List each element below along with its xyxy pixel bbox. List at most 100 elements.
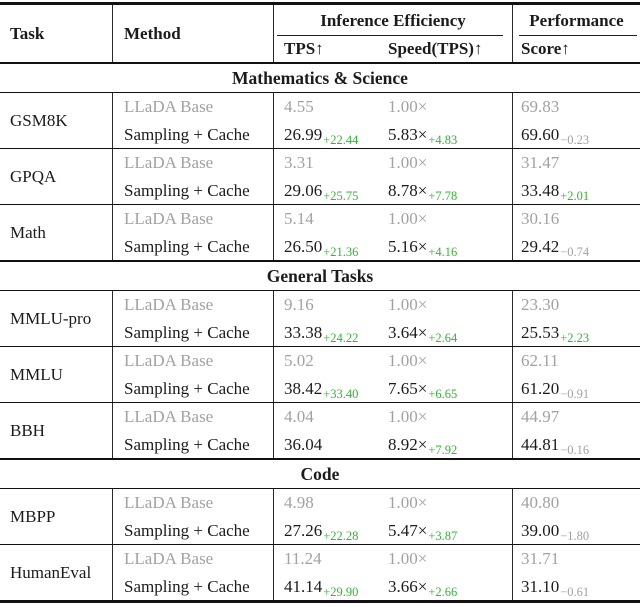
method-base-label: LLaDA Base bbox=[124, 209, 214, 228]
tps-delta: +29.90 bbox=[323, 584, 359, 599]
col-header-task: Task bbox=[10, 23, 45, 43]
score-cache-value: 44.81 bbox=[521, 434, 560, 454]
tps-base-value: 9.16 bbox=[284, 295, 314, 314]
score-cache-cell: 61.20−0.91 bbox=[512, 374, 640, 402]
task-group: GPQA LLaDA Base Sampling + Cache 3.31 29.06+… bbox=[0, 148, 640, 204]
score-base-value: 44.97 bbox=[521, 407, 560, 426]
speed-delta: +6.65 bbox=[428, 386, 458, 401]
col-header-method: Method bbox=[112, 5, 273, 62]
method-cache-label: Sampling + Cache bbox=[124, 124, 250, 144]
task-group: MMLU-pro LLaDA Base Sampling + Cache 9.16 33… bbox=[0, 291, 640, 346]
speed-cache-cell: 5.83×+4.83 bbox=[378, 121, 512, 149]
score-cache-value: 33.48 bbox=[521, 180, 560, 200]
tps-cache-cell: 38.42+33.40 bbox=[273, 374, 378, 402]
tps-cache-cell: 27.26+22.28 bbox=[273, 516, 378, 544]
score-delta: −0.16 bbox=[560, 442, 590, 457]
tps-cache-cell: 33.38+24.22 bbox=[273, 318, 378, 346]
speed-base-cell: 1.00× bbox=[378, 291, 512, 319]
score-delta: −0.23 bbox=[560, 132, 590, 147]
tps-cache-cell: 41.14+29.90 bbox=[273, 572, 378, 600]
method-base-label: LLaDA Base bbox=[124, 493, 214, 512]
speed-base-cell: 1.00× bbox=[378, 545, 512, 573]
tps-cache-value: 36.04 bbox=[284, 434, 323, 454]
method-cache-cell: Sampling + Cache bbox=[112, 572, 273, 600]
section-header: Code bbox=[0, 458, 640, 489]
speed-cache-cell: 5.47×+3.87 bbox=[378, 517, 512, 545]
group-header-performance-label: Performance bbox=[529, 10, 624, 30]
method-base-cell: LLaDA Base bbox=[112, 347, 273, 375]
tps-base-value: 4.04 bbox=[284, 407, 314, 426]
score-cache-cell: 25.53+2.23 bbox=[512, 318, 640, 346]
score-cache-cell: 33.48+2.01 bbox=[512, 176, 640, 204]
group-header-performance: Performance bbox=[512, 5, 640, 36]
section-header: General Tasks bbox=[0, 260, 640, 291]
speed-cache-value: 8.92× bbox=[388, 434, 428, 454]
score-base-value: 23.30 bbox=[521, 295, 560, 314]
tps-base-cell: 9.16 bbox=[273, 291, 378, 319]
score-base-value: 31.71 bbox=[521, 549, 560, 568]
score-base-cell: 31.47 bbox=[512, 149, 640, 177]
table-body: Mathematics & Science GSM8K LLaDA Base Samp… bbox=[0, 64, 640, 600]
score-base-cell: 62.11 bbox=[512, 347, 640, 375]
score-cache-cell: 29.42−0.74 bbox=[512, 232, 640, 260]
method-cache-cell: Sampling + Cache bbox=[112, 176, 273, 204]
tps-delta: +22.44 bbox=[323, 132, 359, 147]
tps-base-cell: 4.04 bbox=[273, 403, 378, 431]
speed-delta: +4.83 bbox=[428, 132, 458, 147]
tps-base-value: 4.55 bbox=[284, 97, 314, 116]
speed-cache-value: 8.78× bbox=[388, 180, 428, 200]
tps-cache-cell: 26.99+22.44 bbox=[273, 120, 378, 148]
speed-cache-cell: 5.16×+4.16 bbox=[378, 233, 512, 261]
tps-base-value: 11.24 bbox=[284, 549, 322, 568]
speed-cache-value: 5.16× bbox=[388, 236, 428, 256]
method-base-label: LLaDA Base bbox=[124, 407, 214, 426]
score-delta: +2.23 bbox=[560, 330, 590, 345]
speed-base-cell: 1.00× bbox=[378, 149, 512, 177]
task-label: MBPP bbox=[10, 507, 56, 526]
col-header-score: Score↑ bbox=[512, 36, 640, 62]
speed-cache-cell: 7.65×+6.65 bbox=[378, 375, 512, 403]
score-cache-value: 31.10 bbox=[521, 576, 560, 596]
score-base-cell: 31.71 bbox=[512, 545, 640, 573]
speed-cache-value: 5.47× bbox=[388, 520, 428, 540]
speed-base-cell: 1.00× bbox=[378, 403, 512, 431]
tps-cache-cell: 29.06+25.75 bbox=[273, 176, 378, 204]
score-cache-value: 29.42 bbox=[521, 236, 560, 256]
tps-base-cell: 5.02 bbox=[273, 347, 378, 375]
task-label: MMLU bbox=[10, 365, 63, 384]
score-cache-cell: 31.10−0.61 bbox=[512, 572, 640, 600]
tps-cache-value: 26.99 bbox=[284, 124, 323, 144]
method-base-label: LLaDA Base bbox=[124, 153, 214, 172]
col-header-speed: Speed(TPS)↑ bbox=[388, 39, 483, 58]
score-base-cell: 44.97 bbox=[512, 403, 640, 431]
tps-delta: +22.28 bbox=[323, 528, 359, 543]
method-base-label: LLaDA Base bbox=[124, 295, 214, 314]
task-cell: Math bbox=[0, 205, 112, 260]
method-cache-label: Sampling + Cache bbox=[124, 180, 250, 200]
task-label: HumanEval bbox=[10, 563, 92, 582]
tps-delta: +21.36 bbox=[323, 244, 359, 259]
score-cache-cell: 44.81−0.16 bbox=[512, 430, 640, 458]
method-base-cell: LLaDA Base bbox=[112, 545, 273, 573]
score-delta: +2.01 bbox=[560, 188, 590, 203]
tps-base-cell: 4.55 bbox=[273, 93, 378, 121]
score-base-cell: 40.80 bbox=[512, 489, 640, 517]
speed-cache-cell: 8.78×+7.78 bbox=[378, 177, 512, 205]
method-base-label: LLaDA Base bbox=[124, 549, 214, 568]
speed-base-value: 1.00× bbox=[388, 295, 428, 314]
col-header-tps: TPS↑ bbox=[273, 36, 378, 62]
speed-delta: +7.92 bbox=[428, 442, 458, 457]
task-label: GSM8K bbox=[10, 111, 68, 130]
method-base-label: LLaDA Base bbox=[124, 351, 214, 370]
tps-cache-cell: 36.04 bbox=[273, 430, 378, 458]
score-base-cell: 30.16 bbox=[512, 205, 640, 233]
score-cache-cell: 69.60−0.23 bbox=[512, 120, 640, 148]
method-cache-cell: Sampling + Cache bbox=[112, 374, 273, 402]
tps-cache-value: 26.50 bbox=[284, 236, 323, 256]
score-cache-value: 25.53 bbox=[521, 322, 560, 342]
speed-base-value: 1.00× bbox=[388, 209, 428, 228]
task-cell: GPQA bbox=[0, 149, 112, 204]
method-cache-label: Sampling + Cache bbox=[124, 520, 250, 540]
tps-cache-value: 33.38 bbox=[284, 322, 323, 342]
